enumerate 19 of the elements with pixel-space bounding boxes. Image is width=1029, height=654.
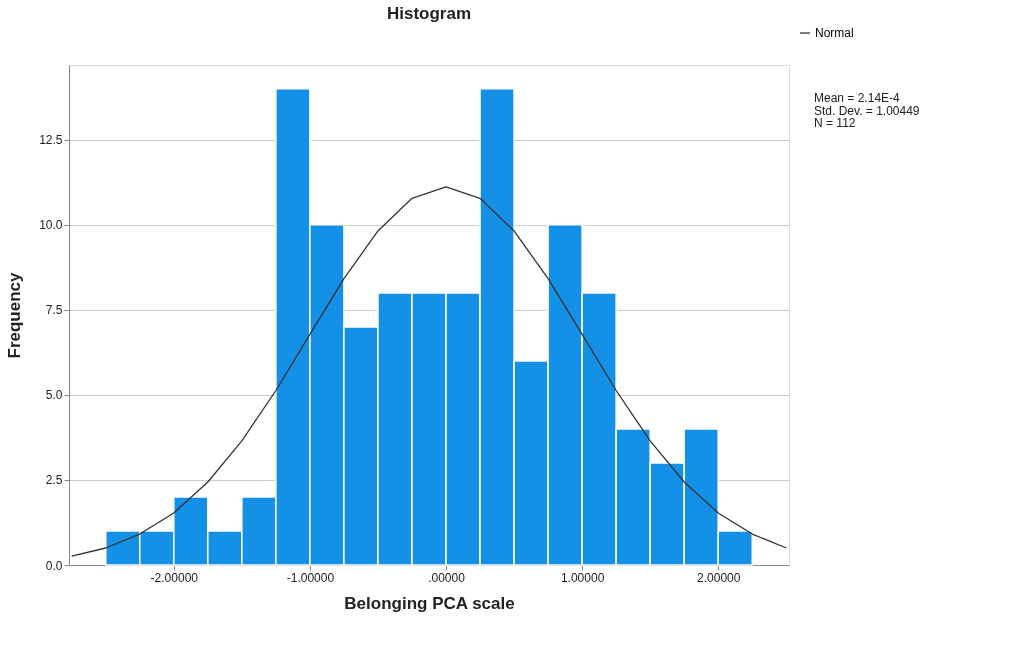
- line-series: [71, 186, 787, 557]
- y-axis-title: Frequency: [5, 271, 25, 359]
- y-tick-label: 7.5: [45, 303, 63, 318]
- text: Mean = 2.14E-4: [814, 91, 901, 105]
- x-tick-label: -2.00000: [150, 570, 199, 585]
- x-tick-label: 2.00000: [697, 570, 741, 585]
- y-tick-label: 0.0: [45, 558, 63, 573]
- y-tick-label: 12.5: [39, 133, 63, 148]
- x-tick-label: 1.00000: [560, 570, 605, 585]
- x-axis-title: Belonging PCA scale: [344, 593, 515, 613]
- y-tick-label: 5.0: [45, 388, 63, 403]
- text: N = 112: [814, 116, 856, 130]
- chart-title: Histogram: [386, 4, 472, 23]
- x-tick-label: .00000: [428, 570, 466, 585]
- y-tick-label: 2.5: [45, 473, 63, 488]
- legend-label: Normal: [815, 26, 854, 40]
- text: Std. Dev. = 1.00449: [814, 103, 920, 118]
- x-tick-label: -1.00000: [286, 570, 335, 585]
- y-tick-label: 10.0: [39, 218, 63, 233]
